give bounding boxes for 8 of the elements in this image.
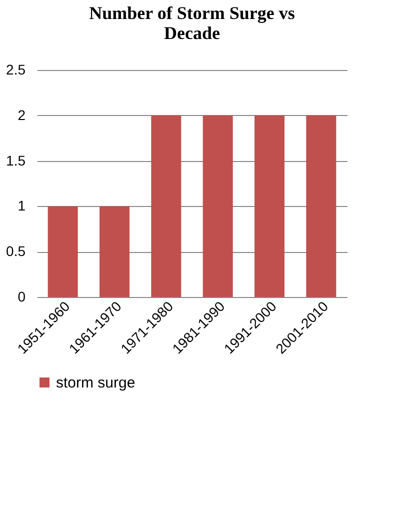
y-tick-label: 2.5: [6, 62, 26, 78]
y-tick-label: 0.5: [6, 243, 26, 260]
y-tick-label: 1: [18, 198, 26, 214]
legend-label: storm surge: [56, 374, 136, 392]
y-tick-label: 1.5: [6, 152, 26, 168]
chart-title: Number of Storm Surge vs Decade: [89, 3, 295, 43]
y-tick-label: 2: [18, 106, 26, 123]
y-tick-label: 0: [18, 288, 26, 304]
